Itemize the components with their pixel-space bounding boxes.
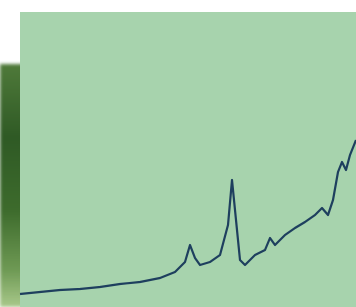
illustration (0, 0, 356, 307)
chart (0, 0, 356, 307)
line-series (20, 140, 356, 294)
